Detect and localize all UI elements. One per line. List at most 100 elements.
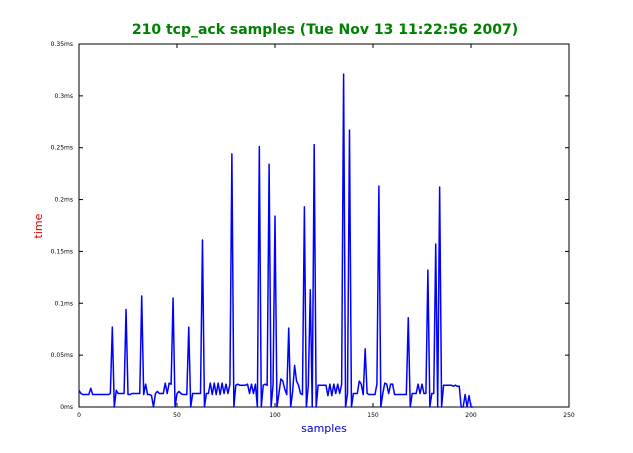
data-point	[231, 153, 233, 155]
data-point	[201, 239, 204, 241]
data-point	[348, 129, 351, 131]
x-axis-label: samples	[301, 422, 347, 435]
data-point	[123, 392, 125, 395]
data-point	[403, 393, 405, 396]
data-point	[427, 269, 429, 271]
y-tick-label: 0.1ms	[54, 300, 73, 307]
data-point	[335, 392, 337, 395]
data-point	[211, 393, 213, 396]
data-point	[421, 383, 423, 385]
data-point	[429, 406, 431, 408]
data-point	[203, 406, 206, 408]
data-point	[433, 392, 435, 395]
data-point	[262, 384, 264, 386]
data-point	[164, 382, 166, 384]
data-point	[356, 392, 358, 395]
data-point	[431, 392, 433, 395]
data-point	[374, 393, 376, 396]
data-point	[98, 393, 100, 396]
data-point	[323, 384, 325, 386]
data-point	[260, 406, 262, 408]
data-point	[248, 392, 251, 395]
data-point	[109, 392, 111, 395]
data-point	[280, 378, 282, 380]
data-point	[145, 383, 147, 385]
data-point	[370, 393, 372, 396]
data-point	[415, 392, 417, 395]
data-point	[446, 384, 449, 386]
data-point	[458, 385, 460, 387]
data-point	[462, 406, 464, 408]
data-point	[82, 393, 84, 396]
data-point	[331, 394, 333, 397]
data-point	[258, 146, 260, 148]
data-point	[188, 326, 190, 328]
data-point	[395, 393, 398, 396]
data-point	[96, 393, 98, 396]
y-tick-label: 0.25ms	[51, 145, 73, 152]
data-point	[101, 393, 104, 396]
data-point	[272, 384, 274, 386]
data-point	[223, 392, 225, 395]
data-point	[137, 392, 139, 395]
data-point	[393, 393, 396, 396]
data-point	[141, 295, 143, 297]
data-point	[372, 393, 374, 396]
data-point	[442, 384, 445, 386]
data-point	[368, 393, 370, 396]
data-point	[456, 385, 458, 387]
data-point	[207, 392, 209, 395]
data-point	[337, 383, 339, 385]
data-point	[325, 384, 327, 386]
data-point	[317, 384, 319, 386]
data-point	[252, 392, 255, 395]
data-point	[156, 390, 158, 393]
data-point	[178, 390, 180, 393]
data-point	[425, 392, 427, 395]
data-point	[197, 392, 200, 395]
data-point	[319, 384, 321, 386]
plot-area	[78, 43, 570, 408]
y-axis-ticks: 0ms 0.05ms 0.1ms 0.15ms 0.2ms 0.25ms 0.3ms 0.35…	[51, 41, 569, 411]
data-point	[364, 348, 366, 350]
data-point	[470, 406, 472, 408]
data-point	[307, 384, 309, 386]
data-point	[103, 393, 106, 396]
data-point	[174, 406, 176, 408]
data-point	[294, 364, 296, 367]
y-tick-label: 0.15ms	[51, 248, 73, 255]
data-point	[199, 392, 202, 395]
data-point	[119, 392, 121, 395]
data-point	[450, 384, 452, 386]
data-point	[239, 384, 241, 386]
data-point	[245, 384, 247, 386]
data-point	[139, 392, 141, 395]
data-point	[376, 383, 378, 385]
series-layer	[78, 73, 474, 408]
data-point	[172, 297, 174, 299]
x-tick-label: 150	[367, 412, 379, 419]
data-point	[284, 388, 286, 390]
data-point	[213, 382, 215, 384]
data-point	[384, 382, 386, 384]
data-point	[423, 392, 425, 395]
series-line	[78, 73, 473, 408]
data-point	[162, 392, 164, 395]
data-point	[115, 389, 117, 392]
data-point	[176, 392, 178, 395]
data-point	[401, 393, 403, 396]
data-point	[297, 384, 300, 386]
y-tick-label: 0.05ms	[51, 352, 73, 359]
data-point	[290, 406, 292, 408]
data-point	[358, 380, 360, 382]
data-point	[405, 393, 407, 396]
data-point	[413, 392, 415, 395]
data-point	[472, 406, 474, 408]
data-point	[388, 392, 390, 395]
data-point	[468, 394, 470, 397]
data-point	[225, 383, 227, 385]
data-point	[360, 383, 362, 385]
y-tick-label: 0ms	[60, 404, 73, 411]
data-point	[168, 382, 170, 384]
